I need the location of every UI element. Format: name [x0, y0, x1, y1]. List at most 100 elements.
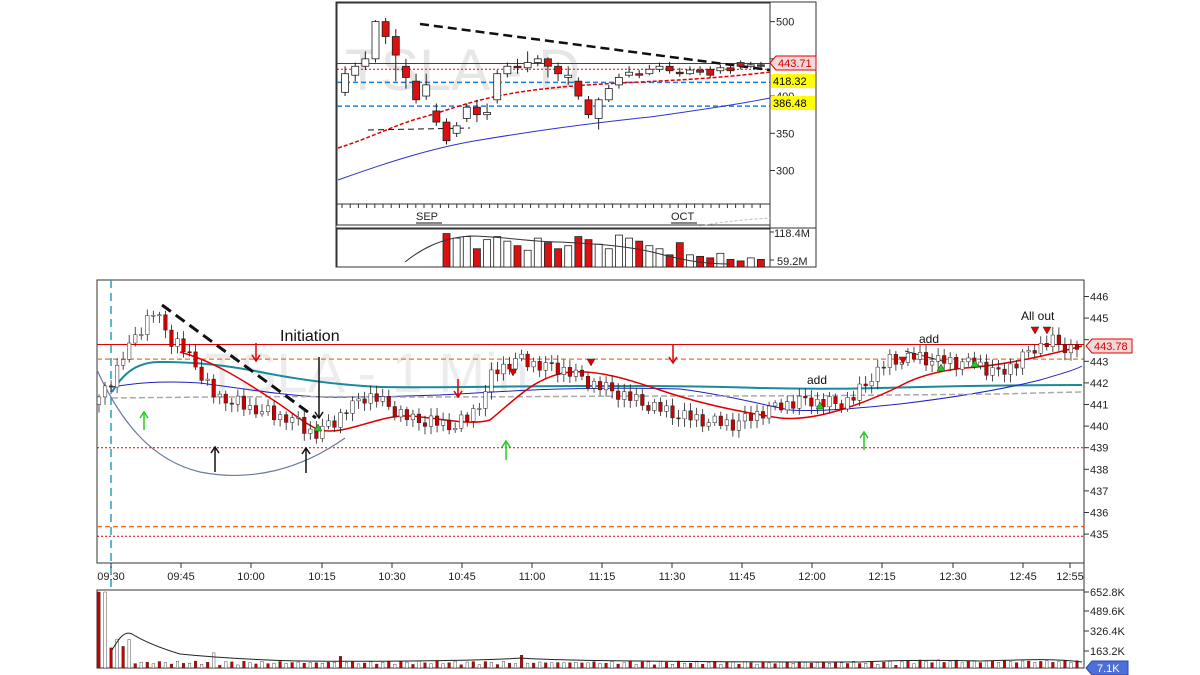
intraday-volume-bar	[996, 662, 1000, 669]
intraday-volume-bar	[320, 662, 324, 669]
daily-price-flag-label: 443.71	[778, 58, 812, 70]
intraday-volume-bar	[1069, 662, 1073, 669]
daily-price-flag-label: 418.32	[773, 76, 807, 88]
daily-y-tick-label: 300	[776, 166, 794, 178]
intraday-volume-bar	[260, 661, 264, 669]
daily-volume-bar	[726, 258, 735, 268]
intraday-candle-body	[247, 405, 252, 410]
intraday-volume-bar	[109, 647, 113, 669]
intraday-volume-bar	[834, 661, 838, 669]
intraday-candle-body	[857, 383, 862, 401]
daily-volume-bar	[594, 243, 603, 268]
intraday-y-tick-label: 435	[1090, 529, 1108, 541]
intraday-candle-body	[821, 399, 826, 408]
intraday-x-tick-label: 09:30	[97, 571, 125, 583]
intraday-watermark: TSLA - 1 Min	[205, 341, 529, 404]
intraday-volume-bar	[870, 661, 874, 669]
intraday-volume-bar	[749, 662, 753, 669]
intraday-volume-bar	[489, 662, 493, 669]
intraday-volume-bar	[501, 661, 505, 669]
daily-candle-body	[574, 80, 583, 97]
daily-volume-bar	[746, 257, 755, 268]
intraday-volume-bar	[188, 662, 192, 669]
intraday-x-tick-label: 10:30	[378, 571, 406, 583]
intraday-volume-bar	[405, 661, 409, 669]
intraday-candle-body	[278, 414, 283, 420]
daily-volume-bar	[533, 237, 542, 268]
intraday-x-tick-label: 11:45	[729, 571, 756, 583]
intraday-candle-body	[235, 395, 240, 405]
daily-volume-bar	[584, 239, 593, 268]
intraday-candle-body	[223, 393, 228, 404]
intraday-candle-body	[350, 400, 355, 414]
daily-candle-body	[462, 106, 471, 119]
intraday-candle-body	[887, 354, 892, 368]
daily-candle-body	[544, 58, 552, 67]
intraday-volume-bar	[477, 664, 481, 669]
intraday-volume-plot	[96, 589, 1085, 669]
intraday-volume-bar	[194, 660, 198, 669]
intraday-candle-body	[960, 361, 965, 370]
intraday-volume-bar	[930, 662, 934, 669]
daily-candle-body	[351, 65, 360, 76]
intraday-volume-bar	[115, 638, 119, 669]
intraday-candle-body	[634, 394, 639, 401]
intraday-candle-body	[718, 415, 723, 426]
intraday-candle-body	[640, 394, 645, 406]
intraday-x-tick-label: 11:30	[659, 571, 686, 583]
daily-candle-body	[503, 65, 512, 75]
vol-last-label: 7.1K	[1097, 663, 1120, 675]
intraday-candle-body	[465, 414, 470, 422]
intraday-volume-bar	[363, 662, 367, 669]
intraday-candle-body	[272, 405, 277, 420]
intraday-candle-body	[948, 357, 953, 364]
intraday-y-tick-label: 446	[1090, 292, 1108, 304]
sell-marker	[586, 358, 596, 367]
intraday-candle-body	[851, 397, 856, 401]
intraday-volume-bar	[683, 662, 687, 669]
intraday-y-tick-label: 443	[1090, 356, 1108, 368]
intraday-volume-bar	[302, 662, 306, 669]
pivot-arrow-head	[301, 446, 311, 455]
intraday-volume-bar	[369, 661, 373, 669]
daily-volume-bar	[544, 242, 552, 268]
intraday-candle-body	[187, 351, 192, 353]
intraday-candle-body	[380, 396, 385, 402]
sell-arrow-head	[453, 390, 463, 399]
intraday-candle-body	[598, 381, 603, 391]
intraday-volume-bar	[1045, 660, 1049, 669]
intraday-volume-bar	[157, 661, 161, 669]
daily-inset-chart: TSLA - D 500450400350300 443.71418.32386…	[335, 1, 817, 268]
daily-volume-plot	[336, 228, 771, 268]
daily-price-flags: 443.71 418.32 386.48	[769, 55, 817, 110]
buy-marker	[313, 423, 323, 432]
daily-volume-bar	[574, 236, 583, 268]
daily-candle-body	[452, 125, 461, 134]
intraday-candle-body	[1032, 350, 1037, 354]
intraday-candle-body	[121, 359, 126, 366]
intraday-y-tick-label: 442	[1090, 378, 1108, 390]
intraday-candle-body	[833, 396, 838, 404]
intraday-candle-body	[561, 367, 566, 375]
intraday-volume-bar	[809, 662, 813, 669]
intraday-candle-body	[253, 405, 259, 415]
intraday-candle-body	[96, 396, 102, 405]
daily-volume-bar	[757, 258, 765, 268]
intraday-volume-bar	[206, 662, 210, 669]
intraday-volume-bar	[471, 661, 475, 669]
intraday-candle-body	[893, 354, 898, 365]
daily-volume-bar	[554, 248, 562, 268]
intraday-volume-bar	[103, 591, 107, 669]
intraday-volume-bar	[332, 662, 336, 669]
daily-candle-body	[442, 121, 451, 142]
daily-volume-bar	[473, 248, 481, 268]
vol-label-2: 489.6K	[1090, 606, 1126, 618]
intraday-candle-body	[724, 419, 729, 426]
intraday-volume-bar	[858, 663, 862, 669]
intraday-volume-bar	[906, 660, 910, 669]
intraday-volume-bar	[743, 661, 747, 669]
intraday-volume-bar	[990, 661, 994, 669]
sell-marker	[1030, 326, 1040, 335]
intraday-candle-body	[881, 366, 886, 369]
intraday-volume-bar	[628, 661, 632, 669]
